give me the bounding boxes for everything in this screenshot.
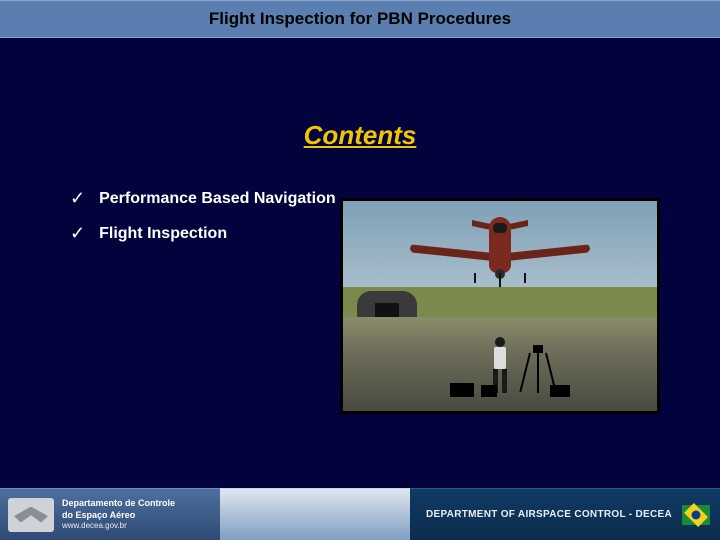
tripod-icon xyxy=(525,345,551,393)
check-icon: ✓ xyxy=(70,188,85,209)
slide: Flight Inspection for PBN Procedures Con… xyxy=(0,0,720,540)
hangar-door xyxy=(375,303,399,317)
airplane-icon xyxy=(465,217,535,287)
hangar-icon xyxy=(357,291,417,317)
bullet-label: Flight Inspection xyxy=(99,225,227,243)
dept-text: Departamento de Controle do Espaço Aéreo… xyxy=(62,498,175,531)
check-icon: ✓ xyxy=(70,223,85,244)
decea-logo-icon xyxy=(8,498,54,532)
equipment-box xyxy=(550,385,570,397)
footer-right-text: DEPARTMENT OF AIRSPACE CONTROL - DECEA xyxy=(426,509,672,520)
title-bar: Flight Inspection for PBN Procedures xyxy=(0,0,720,38)
content-photo xyxy=(340,198,660,414)
footer-mid xyxy=(220,488,410,540)
dept-url: www.decea.gov.br xyxy=(62,521,175,531)
list-item: ✓ Performance Based Navigation xyxy=(70,188,336,209)
footer-right: DEPARTMENT OF AIRSPACE CONTROL - DECEA xyxy=(410,488,720,540)
equipment-box xyxy=(450,383,474,397)
list-item: ✓ Flight Inspection xyxy=(70,223,336,244)
contents-heading: Contents xyxy=(0,120,720,151)
equipment-box xyxy=(481,385,497,397)
footer-left: Departamento de Controle do Espaço Aéreo… xyxy=(0,488,220,540)
slide-title: Flight Inspection for PBN Procedures xyxy=(209,9,511,29)
bullet-list: ✓ Performance Based Navigation ✓ Flight … xyxy=(70,188,336,258)
brazil-flag-icon xyxy=(682,505,710,525)
bullet-label: Performance Based Navigation xyxy=(99,190,336,208)
footer: Departamento de Controle do Espaço Aéreo… xyxy=(0,488,720,540)
dept-line2: do Espaço Aéreo xyxy=(62,510,175,521)
dept-line1: Departamento de Controle xyxy=(62,498,175,509)
